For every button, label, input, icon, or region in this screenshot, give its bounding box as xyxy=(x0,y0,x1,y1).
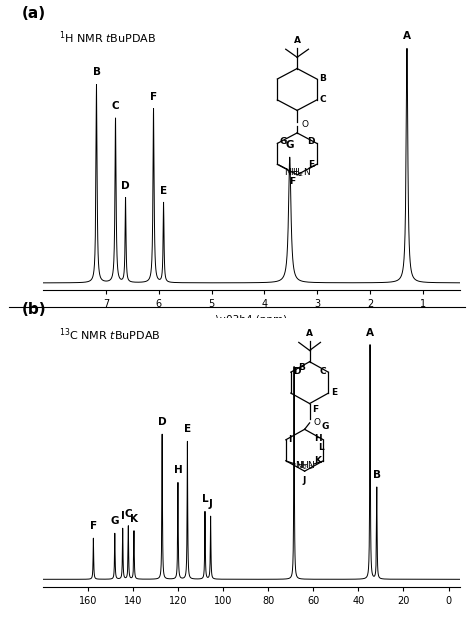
Text: D: D xyxy=(158,417,166,427)
Text: (b): (b) xyxy=(22,302,46,317)
Text: I: I xyxy=(121,511,125,521)
Text: A: A xyxy=(403,31,411,41)
Text: B: B xyxy=(92,67,100,77)
Text: C: C xyxy=(112,101,119,111)
Text: H: H xyxy=(173,466,182,475)
Text: F: F xyxy=(90,521,97,531)
Text: L: L xyxy=(201,494,208,504)
Text: A: A xyxy=(366,328,374,338)
Text: D: D xyxy=(121,181,130,191)
Text: G: G xyxy=(110,516,119,526)
X-axis label: \u03b4 (ppm): \u03b4 (ppm) xyxy=(216,314,287,324)
Text: B: B xyxy=(373,470,381,480)
Text: K: K xyxy=(130,514,138,524)
Text: (a): (a) xyxy=(22,6,46,21)
Text: E: E xyxy=(184,424,191,434)
Text: F: F xyxy=(150,92,157,102)
Text: $^{1}$H NMR $t$BuPDAB: $^{1}$H NMR $t$BuPDAB xyxy=(59,30,156,47)
Text: $^{13}$C NMR $t$BuPDAB: $^{13}$C NMR $t$BuPDAB xyxy=(59,326,161,343)
Text: J: J xyxy=(209,499,212,509)
Text: G: G xyxy=(285,140,294,150)
Text: C: C xyxy=(125,509,132,519)
Text: E: E xyxy=(160,186,167,196)
